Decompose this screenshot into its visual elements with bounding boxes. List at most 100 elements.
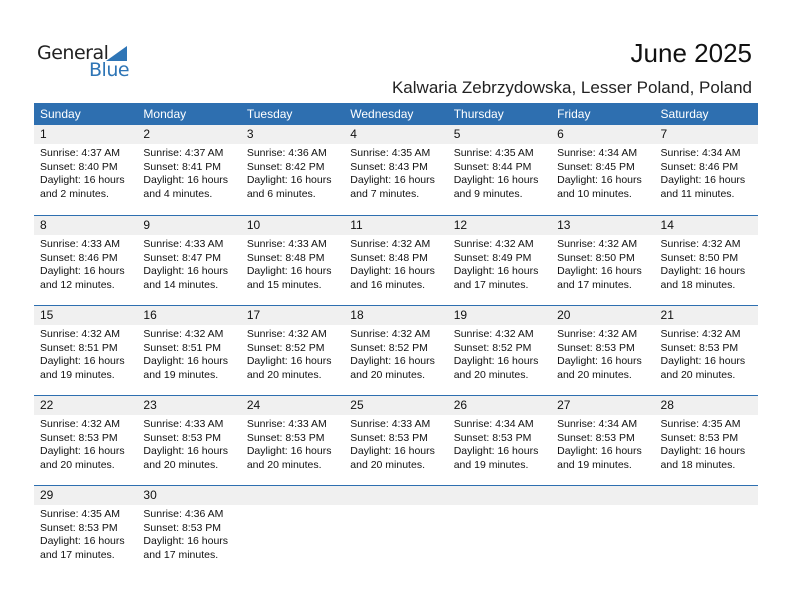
daylight1-text: Daylight: 16 hours <box>350 265 435 277</box>
empty-day-strip <box>344 486 448 505</box>
day-number: 25 <box>344 396 448 415</box>
day-cell: 13 Sunrise: 4:32 AM Sunset: 8:50 PM Dayligh… <box>551 216 655 305</box>
sunrise-text: Sunrise: 4:32 AM <box>557 238 638 250</box>
daylight1-text: Daylight: 16 hours <box>660 174 746 186</box>
daylight1-text: Daylight: 16 hours <box>660 355 746 367</box>
day-info: Sunrise: 4:33 AM Sunset: 8:53 PM Daylight:… <box>241 415 344 472</box>
day-info: Sunrise: 4:36 AM Sunset: 8:53 PM Daylight:… <box>137 505 240 562</box>
day-cell: 24 Sunrise: 4:33 AM Sunset: 8:53 PM Dayligh… <box>240 396 345 485</box>
day-number: 11 <box>344 216 448 235</box>
weekday-sunday: Sunday <box>40 107 81 121</box>
logo-text-blue: Blue <box>89 59 130 81</box>
sunrise-text: Sunrise: 4:32 AM <box>557 328 638 340</box>
sunset-text: Sunset: 8:53 PM <box>453 431 532 444</box>
daylight2-text: and 19 minutes. <box>557 458 632 471</box>
sunrise-text: Sunrise: 4:36 AM <box>143 508 224 520</box>
page-title: June 2025 <box>630 38 752 68</box>
daylight2-text: and 9 minutes. <box>453 187 523 200</box>
sunrise-text: Sunrise: 4:35 AM <box>40 508 120 520</box>
sunset-text: Sunset: 8:53 PM <box>143 521 222 534</box>
daylight1-text: Daylight: 16 hours <box>40 535 125 547</box>
sunrise-text: Sunrise: 4:32 AM <box>246 328 327 340</box>
sunset-text: Sunset: 8:53 PM <box>246 431 325 444</box>
day-cell: 7 Sunrise: 4:34 AM Sunset: 8:46 PM Daylight… <box>654 125 758 215</box>
day-number: 1 <box>34 125 138 144</box>
day-cell: 4 Sunrise: 4:35 AM Sunset: 8:43 PM Daylight… <box>344 125 448 215</box>
day-number: 21 <box>654 306 758 325</box>
sunset-text: Sunset: 8:52 PM <box>350 341 428 354</box>
logo-text-general: General <box>37 42 109 64</box>
empty-cell <box>654 486 758 575</box>
daylight2-text: and 20 minutes. <box>40 458 115 471</box>
daylight2-text: and 19 minutes. <box>143 368 219 381</box>
daylight2-text: and 20 minutes. <box>246 458 322 471</box>
empty-cell <box>344 486 448 575</box>
sunset-text: Sunset: 8:50 PM <box>660 251 739 264</box>
sunset-text: Sunset: 8:53 PM <box>40 521 118 534</box>
empty-cell <box>447 486 552 575</box>
weekday-thursday: Thursday <box>453 107 504 121</box>
day-info: Sunrise: 4:32 AM Sunset: 8:51 PM Daylight:… <box>137 325 240 382</box>
daylight1-text: Daylight: 16 hours <box>453 174 539 186</box>
day-cell: 15 Sunrise: 4:32 AM Sunset: 8:51 PM Dayligh… <box>34 306 138 395</box>
sunset-text: Sunset: 8:53 PM <box>40 431 118 444</box>
day-cell: 3 Sunrise: 4:36 AM Sunset: 8:42 PM Daylight… <box>240 125 345 215</box>
sunset-text: Sunset: 8:51 PM <box>40 341 118 354</box>
empty-day-strip <box>240 486 345 505</box>
day-number: 26 <box>447 396 552 415</box>
day-number: 20 <box>551 306 655 325</box>
weekday-saturday: Saturday <box>660 107 709 121</box>
day-cell: 5 Sunrise: 4:35 AM Sunset: 8:44 PM Daylight… <box>447 125 552 215</box>
sunrise-text: Sunrise: 4:35 AM <box>453 147 534 159</box>
empty-day-strip <box>551 486 655 505</box>
daylight1-text: Daylight: 16 hours <box>246 445 332 457</box>
day-number: 17 <box>240 306 345 325</box>
day-number: 19 <box>447 306 552 325</box>
daylight2-text: and 17 minutes. <box>143 548 219 561</box>
daylight1-text: Daylight: 16 hours <box>40 174 125 186</box>
daylight1-text: Daylight: 16 hours <box>660 445 746 457</box>
location-subtitle: Kalwaria Zebrzydowska, Lesser Poland, Po… <box>391 78 752 97</box>
daylight2-text: and 20 minutes. <box>246 368 322 381</box>
sunrise-text: Sunrise: 4:32 AM <box>350 238 431 250</box>
day-info: Sunrise: 4:35 AM Sunset: 8:53 PM Daylight:… <box>34 505 137 562</box>
daylight2-text: and 20 minutes. <box>453 368 529 381</box>
day-info: Sunrise: 4:35 AM Sunset: 8:44 PM Daylight:… <box>448 144 551 201</box>
sunset-text: Sunset: 8:53 PM <box>557 431 635 444</box>
sunset-text: Sunset: 8:45 PM <box>557 160 635 173</box>
daylight1-text: Daylight: 16 hours <box>453 265 539 277</box>
day-info: Sunrise: 4:32 AM Sunset: 8:52 PM Daylight:… <box>448 325 551 382</box>
sunrise-text: Sunrise: 4:32 AM <box>660 238 741 250</box>
sunrise-text: Sunrise: 4:37 AM <box>143 147 224 159</box>
sunset-text: Sunset: 8:53 PM <box>557 341 635 354</box>
day-info: Sunrise: 4:32 AM Sunset: 8:53 PM Daylight:… <box>34 415 137 472</box>
day-cell: 2 Sunrise: 4:37 AM Sunset: 8:41 PM Daylight… <box>137 125 241 215</box>
sunset-text: Sunset: 8:46 PM <box>660 160 739 173</box>
day-info: Sunrise: 4:34 AM Sunset: 8:46 PM Daylight:… <box>655 144 758 201</box>
daylight1-text: Daylight: 16 hours <box>143 265 229 277</box>
daylight1-text: Daylight: 16 hours <box>143 174 229 186</box>
day-number: 29 <box>34 486 138 505</box>
day-number: 30 <box>137 486 241 505</box>
daylight2-text: and 17 minutes. <box>453 278 529 291</box>
day-cell: 16 Sunrise: 4:32 AM Sunset: 8:51 PM Dayligh… <box>137 306 241 395</box>
sunrise-text: Sunrise: 4:34 AM <box>557 418 638 430</box>
day-info: Sunrise: 4:34 AM Sunset: 8:53 PM Daylight:… <box>551 415 654 472</box>
daylight1-text: Daylight: 16 hours <box>246 265 332 277</box>
daylight2-text: and 11 minutes. <box>660 187 735 200</box>
day-info: Sunrise: 4:32 AM Sunset: 8:49 PM Daylight:… <box>448 235 551 292</box>
daylight2-text: and 20 minutes. <box>660 368 736 381</box>
empty-cell <box>240 486 345 575</box>
calendar: Sunday Monday Tuesday Wednesday Thursday Frid… <box>34 103 758 575</box>
sunrise-text: Sunrise: 4:32 AM <box>660 328 741 340</box>
daylight1-text: Daylight: 16 hours <box>143 535 229 547</box>
day-cell: 29 Sunrise: 4:35 AM Sunset: 8:53 PM Dayligh… <box>34 486 138 575</box>
week-row: 1 Sunrise: 4:37 AM Sunset: 8:40 PM Daylight… <box>34 125 758 215</box>
sunrise-text: Sunrise: 4:33 AM <box>350 418 431 430</box>
sunset-text: Sunset: 8:44 PM <box>453 160 532 173</box>
general-blue-logo: General Blue <box>37 42 132 82</box>
day-cell: 11 Sunrise: 4:32 AM Sunset: 8:48 PM Dayligh… <box>344 216 448 305</box>
daylight1-text: Daylight: 16 hours <box>557 355 642 367</box>
daylight1-text: Daylight: 16 hours <box>557 445 642 457</box>
weekday-monday: Monday <box>143 107 187 121</box>
